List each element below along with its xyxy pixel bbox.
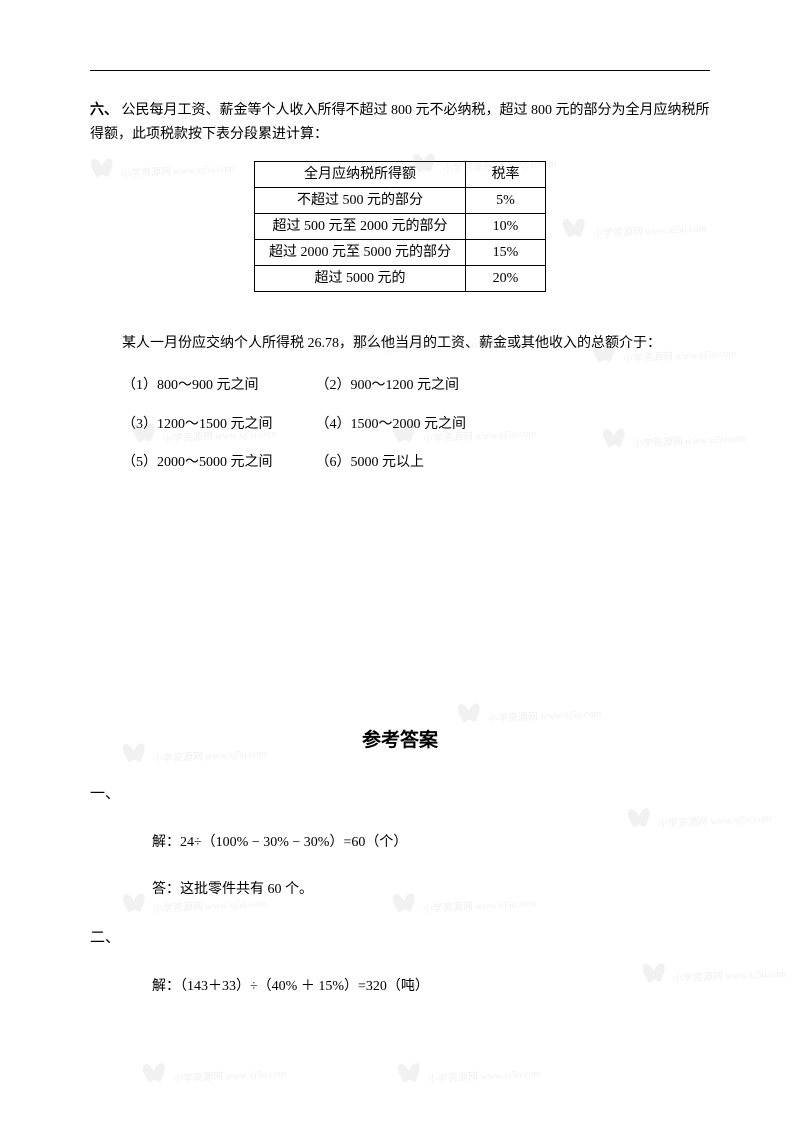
- option-row: （3）1200～1500 元之间 （4）1500～2000 元之间: [122, 414, 710, 436]
- table-row: 全月应纳税所得额 税率: [255, 161, 546, 187]
- watermark-icon: 小学资源网 www.xj5u.com: [139, 1056, 286, 1087]
- table-header-rate: 税率: [466, 161, 546, 187]
- watermark-icon: 小学资源网 www.xj5u.com: [87, 151, 234, 182]
- answers-title: 参考答案: [90, 725, 710, 752]
- option-2: （2）900～1200 元之间: [316, 375, 506, 397]
- option-row: （5）2000～5000 元之间 （6）5000 元以上: [122, 452, 710, 474]
- table-row: 超过 500 元至 2000 元的部分 10%: [255, 213, 546, 239]
- table-cell: 20%: [466, 265, 546, 291]
- table-cell: 10%: [466, 213, 546, 239]
- answer-1-section: 一、 解：24÷（100% − 30% − 30%）=60（个） 答：这批零件共…: [90, 782, 710, 903]
- option-6: （6）5000 元以上: [316, 452, 506, 474]
- watermark-icon: 小学资源网 www.xj5u.com: [559, 211, 706, 242]
- table-row: 超过 2000 元至 5000 元的部分 15%: [255, 239, 546, 265]
- table-cell: 超过 5000 元的: [255, 265, 466, 291]
- question-6-sub: 某人一月份应交纳个人所得税 26.78，那么他当月的工资、薪金或其他收入的总额介…: [122, 332, 710, 356]
- page-top-rule: [90, 70, 710, 71]
- table-cell: 超过 2000 元至 5000 元的部分: [255, 239, 466, 265]
- table-cell: 不超过 500 元的部分: [255, 187, 466, 213]
- question-6-intro: 六、 公民每月工资、薪金等个人收入所得不超过 800 元不必纳税，超过 800 …: [90, 99, 710, 147]
- option-3: （3）1200～1500 元之间: [122, 414, 312, 436]
- table-row: 不超过 500 元的部分 5%: [255, 187, 546, 213]
- answer-1-solution: 解：24÷（100% − 30% − 30%）=60（个）: [152, 831, 710, 855]
- table-cell: 5%: [466, 187, 546, 213]
- answer-1-number: 一、: [90, 782, 710, 803]
- table-cell: 超过 500 元至 2000 元的部分: [255, 213, 466, 239]
- table-cell: 15%: [466, 239, 546, 265]
- options-block: （1）800～900 元之间 （2）900～1200 元之间 （3）1200～1…: [122, 375, 710, 474]
- question-6-number: 六、: [90, 103, 118, 118]
- option-4: （4）1500～2000 元之间: [316, 414, 506, 436]
- option-row: （1）800～900 元之间 （2）900～1200 元之间: [122, 375, 710, 397]
- watermark-icon: 小学资源网 www.xj5u.com: [454, 696, 601, 727]
- answer-2-solution: 解：（143＋33）÷（40% ＋ 15%）=320（吨）: [152, 975, 710, 999]
- watermark-icon: 小学资源网 www.xj5u.com: [394, 1056, 541, 1087]
- option-5: （5）2000～5000 元之间: [122, 452, 312, 474]
- option-1: （1）800～900 元之间: [122, 375, 312, 397]
- question-6-text: 公民每月工资、薪金等个人收入所得不超过 800 元不必纳税，超过 800 元的部…: [90, 103, 710, 142]
- answer-2-number: 二、: [90, 926, 710, 947]
- answer-2-section: 二、 解：（143＋33）÷（40% ＋ 15%）=320（吨）: [90, 926, 710, 999]
- table-row: 超过 5000 元的 20%: [255, 265, 546, 291]
- tax-rate-table: 全月应纳税所得额 税率 不超过 500 元的部分 5% 超过 500 元至 20…: [254, 161, 546, 292]
- table-header-bracket: 全月应纳税所得额: [255, 161, 466, 187]
- answer-1-conclusion: 答：这批零件共有 60 个。: [152, 878, 710, 902]
